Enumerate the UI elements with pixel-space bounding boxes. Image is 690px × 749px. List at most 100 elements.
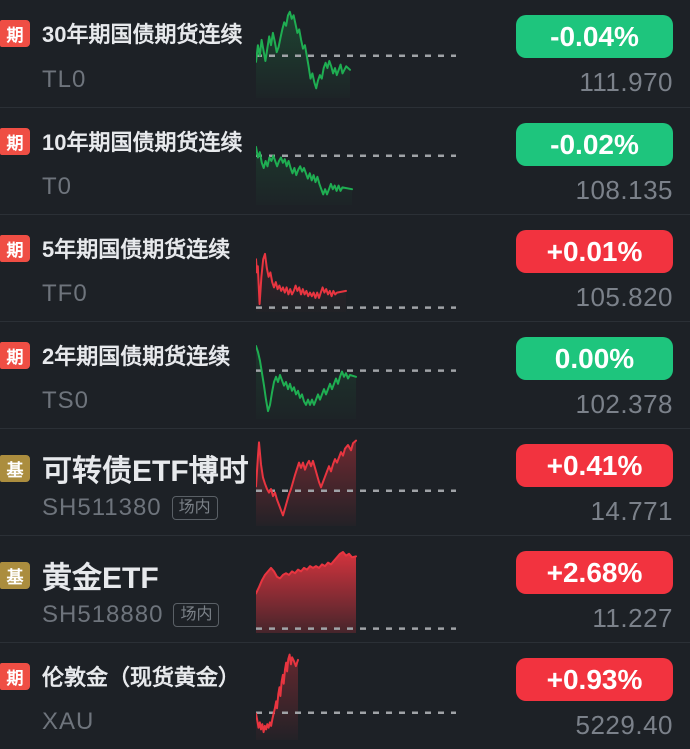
sparkline-svg — [256, 252, 456, 312]
quote-info: -0.04% 111.970 — [456, 0, 690, 107]
watchlist-row[interactable]: 期 伦敦金（现货黄金） XAU +0.93% 5229.40 — [0, 642, 690, 749]
sparkline-svg — [256, 145, 456, 205]
last-price: 102.378 — [575, 389, 673, 419]
instrument-type-badge: 基 — [0, 454, 30, 482]
instrument-name: 可转债ETF博时 — [42, 455, 249, 488]
price-line — [256, 439, 357, 517]
change-percent-button[interactable]: 0.00% — [516, 337, 673, 380]
instrument-code: SH518880 — [42, 601, 164, 628]
quote-info: +0.01% 105.820 — [456, 215, 690, 321]
change-percent-button[interactable]: +0.01% — [516, 230, 673, 273]
sparkline-chart — [256, 429, 456, 535]
sparkline-fill — [256, 253, 346, 312]
last-price: 105.820 — [575, 282, 673, 312]
code-line: SH511380 场内 — [42, 494, 256, 522]
instrument-type-badge: 期 — [0, 341, 30, 369]
instrument-name: 伦敦金（现货黄金） — [42, 665, 241, 690]
sparkline-chart — [256, 536, 456, 642]
instrument-name: 2年期国债期货连续 — [42, 344, 231, 369]
name-line: 基 可转债ETF博时 — [0, 446, 256, 490]
change-percent-button[interactable]: +2.68% — [516, 551, 673, 594]
price-line — [256, 252, 347, 306]
code-line: T0 — [42, 173, 256, 201]
watchlist-row[interactable]: 基 黄金ETF SH518880 场内 +2.68% 11.227 — [0, 535, 690, 642]
watchlist-row[interactable]: 期 2年期国债期货连续 TS0 0.00% 102.378 — [0, 321, 690, 428]
quote-info: +0.93% 5229.40 — [456, 643, 690, 749]
last-price: 108.135 — [575, 175, 673, 205]
instrument-type-badge: 期 — [0, 19, 30, 47]
sparkline-chart — [256, 0, 456, 107]
instrument-type-badge: 期 — [0, 662, 30, 690]
quote-info: +2.68% 11.227 — [456, 536, 690, 642]
sparkline-fill — [256, 11, 350, 98]
last-price: 11.227 — [592, 603, 673, 633]
code-line: TF0 — [42, 280, 256, 308]
instrument-type-badge: 基 — [0, 561, 30, 589]
price-line — [256, 10, 351, 89]
instrument-info: 基 可转债ETF博时 SH511380 场内 — [0, 429, 256, 535]
instrument-name: 10年期国债期货连续 — [42, 130, 243, 155]
name-line: 期 5年期国债期货连续 — [0, 232, 256, 264]
instrument-name: 5年期国债期货连续 — [42, 237, 231, 262]
name-line: 期 10年期国债期货连续 — [0, 125, 256, 157]
market-tag: 场内 — [173, 603, 220, 627]
code-line: TS0 — [42, 387, 256, 415]
sparkline-chart — [256, 108, 456, 214]
instrument-code: TF0 — [42, 280, 88, 307]
sparkline-chart — [256, 643, 456, 749]
instrument-code: TL0 — [42, 66, 87, 93]
sparkline-fill — [256, 440, 356, 526]
sparkline-svg — [256, 551, 456, 633]
code-line: TL0 — [42, 66, 256, 94]
instrument-code: T0 — [42, 173, 73, 200]
instrument-code: TS0 — [42, 387, 90, 414]
price-line — [256, 551, 357, 595]
code-line: XAU — [42, 708, 256, 736]
last-price: 5229.40 — [575, 710, 673, 740]
sparkline-svg — [256, 653, 456, 740]
name-line: 期 30年期国债期货连续 — [0, 17, 256, 49]
sparkline-chart — [256, 215, 456, 321]
name-line: 期 2年期国债期货连续 — [0, 339, 256, 371]
watchlist-row[interactable]: 基 可转债ETF博时 SH511380 场内 +0.41% 14.771 — [0, 428, 690, 535]
instrument-info: 期 5年期国债期货连续 TF0 — [0, 215, 256, 321]
watchlist-row[interactable]: 期 5年期国债期货连续 TF0 +0.01% 105.820 — [0, 214, 690, 321]
sparkline-fill — [256, 346, 356, 419]
instrument-info: 期 2年期国债期货连续 TS0 — [0, 322, 256, 428]
name-line: 期 伦敦金（现货黄金） — [0, 660, 256, 692]
watchlist-row[interactable]: 期 10年期国债期货连续 T0 -0.02% 108.135 — [0, 107, 690, 214]
sparkline-chart — [256, 322, 456, 428]
price-line — [256, 345, 357, 413]
instrument-info: 期 伦敦金（现货黄金） XAU — [0, 643, 256, 749]
quote-info: +0.41% 14.771 — [456, 429, 690, 535]
instrument-info: 基 黄金ETF SH518880 场内 — [0, 536, 256, 642]
instrument-name: 黄金ETF — [42, 562, 159, 595]
instrument-info: 期 30年期国债期货连续 TL0 — [0, 0, 256, 107]
change-percent-button[interactable]: +0.41% — [516, 444, 673, 487]
last-price: 111.970 — [579, 67, 673, 97]
name-line: 基 黄金ETF — [0, 553, 256, 597]
sparkline-fill — [256, 146, 352, 205]
instrument-name: 30年期国债期货连续 — [42, 22, 243, 47]
price-line — [256, 145, 353, 196]
code-line: SH518880 场内 — [42, 601, 256, 629]
watchlist-row[interactable]: 期 30年期国债期货连续 TL0 -0.04% 111.970 — [0, 0, 690, 107]
market-tag: 场内 — [171, 496, 218, 520]
last-price: 14.771 — [590, 496, 673, 526]
quote-info: 0.00% 102.378 — [456, 322, 690, 428]
sparkline-svg — [256, 345, 456, 419]
instrument-code: SH511380 — [42, 494, 162, 521]
instrument-type-badge: 期 — [0, 127, 30, 155]
sparkline-fill — [256, 552, 356, 633]
price-line — [256, 653, 299, 734]
instrument-code: XAU — [42, 708, 95, 735]
change-percent-button[interactable]: -0.04% — [516, 15, 673, 58]
instrument-info: 期 10年期国债期货连续 T0 — [0, 108, 256, 214]
change-percent-button[interactable]: +0.93% — [516, 658, 673, 701]
sparkline-svg — [256, 10, 456, 98]
instrument-type-badge: 期 — [0, 234, 30, 262]
change-percent-button[interactable]: -0.02% — [516, 123, 673, 166]
quote-info: -0.02% 108.135 — [456, 108, 690, 214]
sparkline-svg — [256, 439, 456, 526]
